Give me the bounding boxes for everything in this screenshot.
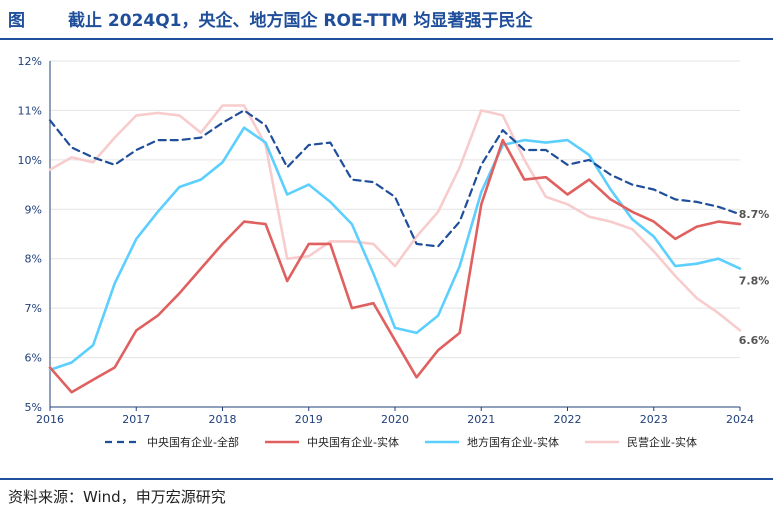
legend: 中央国有企业-全部 中央国有企业-实体 地方国有企业-实体 民营企业-实体 (105, 435, 697, 449)
legend-label: 中央国有企业-实体 (307, 435, 399, 449)
series-line-3 (48, 104, 742, 332)
y-tick-label: 9% (25, 203, 42, 216)
y-tick-label: 12% (18, 55, 42, 68)
data-label: 6.6% (739, 334, 770, 347)
legend-label: 民营企业-实体 (627, 435, 697, 449)
y-tick-label: 5% (25, 401, 42, 414)
series-line-0 (48, 109, 742, 248)
x-tick-label: 2023 (640, 413, 668, 426)
x-tick-label: 2017 (122, 413, 150, 426)
legend-label: 中央国有企业-全部 (147, 435, 239, 449)
x-tick-label: 2021 (467, 413, 495, 426)
source-bar: 资料来源：Wind，申万宏源研究 (0, 478, 773, 506)
series-line-2 (48, 126, 742, 372)
x-axis: 2016 2017 2018 2019 2020 2021 2022 2023 2024 (36, 61, 754, 426)
series-line-1 (48, 138, 742, 394)
y-tick-label: 8% (25, 253, 42, 266)
source-note: 资料来源：Wind，申万宏源研究 (8, 488, 226, 506)
y-tick-label: 11% (18, 104, 42, 117)
title-bar: 图 截止 2024Q1，央企、地方国企 ROE-TTM 均显著强于民企 (0, 0, 773, 40)
y-tick-label: 7% (25, 302, 42, 315)
x-tick-label: 2019 (295, 413, 323, 426)
grid-lines (50, 60, 740, 359)
y-axis-ticks: 5% 6% 7% 8% 9% 10% 11% 12% (18, 55, 42, 414)
legend-label: 地方国有企业-实体 (467, 435, 559, 449)
series-lines (48, 104, 742, 394)
y-tick-label: 6% (25, 352, 42, 365)
y-tick-label: 10% (18, 154, 42, 167)
line-chart: 5% 6% 7% 8% 9% 10% 11% 12% 2016 2017 2018 2019 2020… (18, 55, 770, 449)
x-tick-label: 2020 (381, 413, 409, 426)
chart-title: 截止 2024Q1，央企、地方国企 ROE-TTM 均显著强于民企 (68, 11, 533, 31)
data-label: 8.7% (739, 208, 770, 221)
x-tick-label: 2024 (726, 413, 754, 426)
figure-label: 图 (8, 11, 25, 31)
x-tick-label: 2022 (554, 413, 582, 426)
data-label: 7.8% (739, 275, 770, 288)
x-tick-label: 2016 (36, 413, 64, 426)
end-annotations: 8.7% 7.8% 6.6% (739, 208, 770, 347)
x-tick-label: 2018 (209, 413, 237, 426)
